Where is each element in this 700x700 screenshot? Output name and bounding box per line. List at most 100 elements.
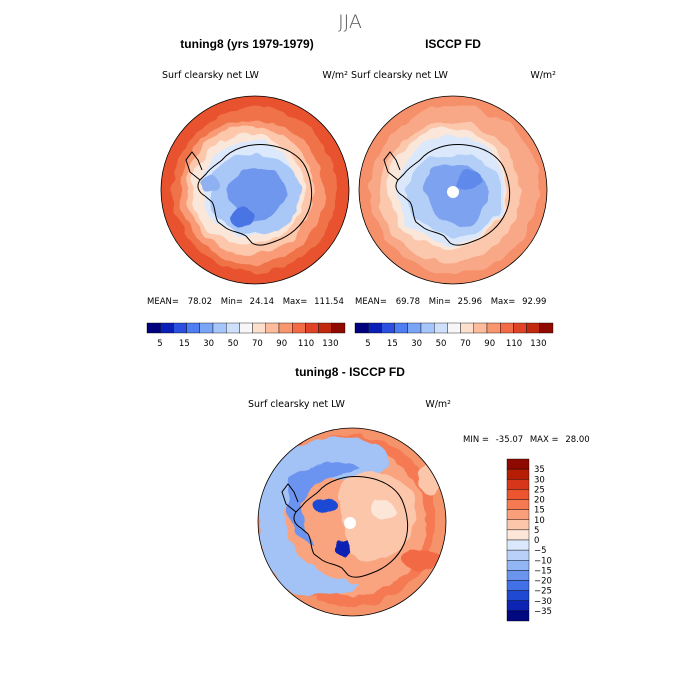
variable-label: Surf clearsky net LW [162, 70, 260, 81]
variable-label: Surf clearsky net LW [248, 399, 346, 410]
max-label: Max= [491, 297, 516, 307]
colorbar-tick-label: 15 [534, 506, 545, 516]
colorbar-tick-label: 5 [157, 339, 162, 349]
colorbar-tick-label: 50 [436, 339, 447, 349]
figure-title: JJA [338, 11, 362, 33]
colorbar-tick-label: −15 [534, 566, 552, 576]
colorbar-tick-label: 0 [534, 536, 539, 546]
colorbar-tick-label: 90 [484, 339, 495, 349]
colorbar-swatch [460, 322, 475, 334]
panel-observation: ISCCP FD Surf clearsky net LW W/m² MEAN=… [351, 37, 556, 349]
colorbar-swatch [381, 322, 395, 334]
colorbar-tick-label: 130 [530, 339, 546, 349]
colorbar-tick-label: −25 [534, 587, 552, 597]
panel-model: tuning8 (yrs 1979-1979) Surf clearsky ne… [146, 37, 350, 349]
variable-label: Surf clearsky net LW [351, 70, 449, 81]
colorbar-swatch [473, 322, 488, 334]
colorbar-swatch [305, 322, 319, 334]
colorbar-swatch [252, 322, 267, 334]
colorbar-swatch [368, 322, 382, 334]
polar-map [161, 96, 349, 284]
colorbar-swatch [265, 322, 280, 334]
max-label: MAX = [530, 435, 559, 445]
colorbar-swatch [506, 519, 530, 531]
panel-title: ISCCP FD [425, 37, 481, 51]
mean-value: 78.02 [188, 297, 212, 307]
colorbar-swatch [506, 479, 530, 490]
colorbar-swatch [500, 322, 514, 334]
colorbar-swatch [506, 458, 530, 470]
colorbar-swatch [526, 322, 540, 334]
colorbar-swatch [199, 322, 214, 334]
min-label: Min= [221, 297, 243, 307]
colorbar-swatch [506, 580, 530, 591]
colorbar-tick-label: 70 [460, 339, 471, 349]
colorbar-swatch [394, 322, 409, 334]
svg-text:MIN = -35.07 MAX =: MIN = -35.07 MAX = 28.00 [463, 435, 590, 445]
colorbar-tick-label: 70 [252, 339, 263, 349]
colorbar-tick-label: 30 [411, 339, 422, 349]
colorbar-swatch [434, 322, 448, 334]
colorbar-tick-label: 5 [534, 526, 539, 536]
svg-text:MEAN= 78.02 Min=: MEAN= 78.02 Min= 24.14 Max= 111.54 [147, 297, 344, 307]
svg-text:MEAN= 69.78 Min=: MEAN= 69.78 Min= 25.96 Max= 92.99 [355, 297, 546, 307]
colorbar-swatch [159, 322, 174, 334]
mean-label: MEAN= [147, 297, 179, 307]
mean-value: 69.78 [396, 297, 420, 307]
colorbar-tick-label: 110 [506, 339, 522, 349]
colorbar-swatch [225, 322, 240, 334]
min-label: Min= [429, 297, 451, 307]
colorbar-swatch [486, 322, 501, 334]
colorbar-swatch [407, 322, 422, 334]
colorbar-tick-label: −20 [534, 577, 552, 587]
colorbar-tick-label: 90 [276, 339, 287, 349]
colorbar-swatch [278, 322, 293, 334]
colorbar-swatch [513, 322, 527, 334]
max-value: 28.00 [565, 435, 589, 445]
colorbar-tick-label: 20 [534, 496, 545, 506]
colorbar-tick-label: −35 [534, 607, 552, 617]
max-value: 92.99 [522, 297, 546, 307]
colorbar-swatch [292, 322, 306, 334]
min-value: 25.96 [458, 297, 482, 307]
colorbar-swatch [506, 570, 530, 581]
colorbar-swatch [354, 322, 369, 334]
colorbar-swatch [186, 322, 201, 334]
min-value: -35.07 [496, 435, 523, 445]
colorbar-swatch [331, 322, 346, 334]
colorbar-swatch [506, 499, 530, 510]
colorbar: 5 15 30 50 70 90 110 130 [354, 322, 554, 349]
colorbar-swatch [539, 322, 554, 334]
colorbar-tick-label: 30 [534, 475, 545, 485]
mean-label: MEAN= [355, 297, 387, 307]
colorbar-swatch [146, 322, 161, 334]
colorbar-tick-label: −10 [534, 556, 552, 566]
units-label: W/m² [530, 70, 556, 81]
colorbar-tick-label: 130 [322, 339, 338, 349]
colorbar-swatch [420, 322, 435, 334]
colorbar-swatch [318, 322, 333, 334]
min-label: MIN = [463, 435, 489, 445]
polar-map [359, 96, 547, 284]
colorbar-swatch [506, 600, 530, 612]
colorbar-tick-label: 50 [228, 339, 239, 349]
colorbar: 5 15 30 50 70 90 110 130 [146, 322, 346, 349]
colorbar-tick-label: 25 [534, 485, 545, 495]
panel-difference: tuning8 - ISCCP FD Surf clearsky net LW … [248, 365, 590, 622]
min-value: 24.14 [250, 297, 274, 307]
colorbar-swatch [447, 322, 461, 334]
colorbar-swatch [506, 590, 530, 601]
colorbar-tick-label: 30 [203, 339, 214, 349]
colorbar-tick-label: 15 [179, 339, 190, 349]
colorbar-tick-label: 5 [365, 339, 370, 349]
panel-title: tuning8 - ISCCP FD [295, 365, 405, 379]
max-value: 111.54 [314, 297, 344, 307]
colorbar-swatch [506, 560, 530, 571]
colorbar-swatch [506, 468, 530, 480]
polar-map [258, 428, 446, 616]
colorbar-tick-label: 10 [534, 516, 545, 526]
colorbar-tick-label: −5 [534, 546, 547, 556]
colorbar-swatch [506, 529, 530, 541]
